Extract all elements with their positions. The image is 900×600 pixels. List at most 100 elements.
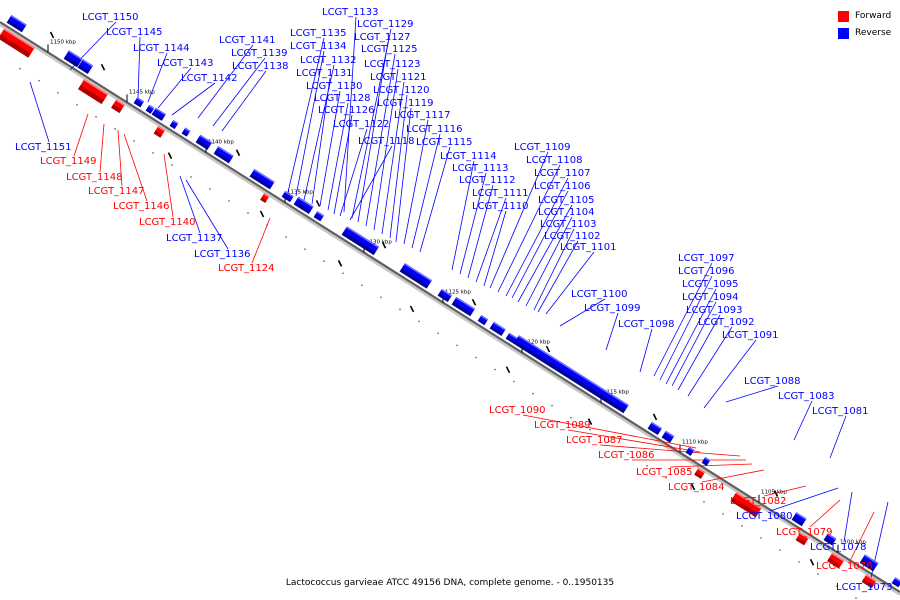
reverse-gene-feature <box>293 196 314 215</box>
reverse-gene-feature <box>151 107 167 121</box>
gene-label: LCGT_1090 <box>489 405 546 416</box>
forward-gene-feature <box>861 574 877 589</box>
axis-dash <box>409 305 415 313</box>
leader-line <box>365 53 396 227</box>
gene-label: LCGT_1095 <box>682 279 739 290</box>
reverse-gene-feature <box>6 15 27 33</box>
leader-line <box>137 36 141 99</box>
gene-label: LCGT_1141 <box>219 35 276 46</box>
leader-line <box>339 128 368 217</box>
axis-dot <box>798 561 800 563</box>
leader-line <box>357 41 389 223</box>
genome-caption: Lactococcus garvieae ATCC 49156 DNA, com… <box>285 578 615 588</box>
leader-line <box>343 16 357 213</box>
gene-label: LCGT_1142 <box>181 73 238 84</box>
leader-line <box>533 228 575 311</box>
leader-line <box>653 262 713 377</box>
gene-label: LCGT_1087 <box>566 435 623 446</box>
reverse-gene-feature <box>249 168 275 190</box>
axis-dot <box>665 476 667 479</box>
reverse-gene-feature <box>685 446 695 456</box>
axis-dash <box>167 152 173 160</box>
gene-label: LCGT_1082 <box>730 496 787 507</box>
axis-dot <box>304 248 306 251</box>
reverse-gene-feature <box>513 335 629 414</box>
axis-dot <box>19 67 21 70</box>
gene-label: LCGT_1102 <box>544 231 601 242</box>
axis-dot <box>209 188 211 190</box>
axis-dot <box>76 103 78 106</box>
leader-line <box>373 68 399 231</box>
axis-dot <box>589 428 591 431</box>
reverse-gene-feature <box>701 456 711 467</box>
gene-label: LCGT_1121 <box>370 72 427 83</box>
leader-line <box>287 37 325 193</box>
gene-label: LCGT_1111 <box>472 188 529 199</box>
axis-dot <box>684 488 686 491</box>
leader-line <box>525 216 573 307</box>
leader-line <box>703 339 757 409</box>
leader-line <box>677 314 721 391</box>
axis-dash <box>809 558 815 566</box>
scale-tick-label: 1105 kbp <box>761 490 787 496</box>
axis-dot <box>342 272 344 275</box>
gene-label: LCGT_1078 <box>810 542 867 553</box>
gene-label: LCGT_1105 <box>538 195 595 206</box>
scale-tick-label: 1140 kbp <box>208 139 234 145</box>
gene-label: LCGT_1151 <box>15 142 72 153</box>
leader-line <box>99 123 105 173</box>
leader-line <box>599 444 741 457</box>
gene-label: LCGT_1133 <box>322 7 379 18</box>
gene-label: LCGT_1139 <box>231 48 288 59</box>
gene-label: LCGT_1125 <box>361 44 418 55</box>
leader-line <box>829 415 847 459</box>
leader-line <box>843 491 853 543</box>
leader-line <box>179 175 201 234</box>
leader-line <box>559 298 606 327</box>
axis-dot <box>361 284 363 287</box>
axis-dash <box>587 418 593 426</box>
leader-line <box>459 172 487 275</box>
axis-dot <box>95 115 97 118</box>
leader-line <box>517 204 573 303</box>
axis-dot <box>152 152 154 154</box>
leader-line <box>73 113 89 157</box>
gene-label: LCGT_1100 <box>571 289 628 300</box>
scale-tick-1105: 1105 kbp <box>758 490 787 503</box>
axis-dot <box>380 296 382 299</box>
leader-line <box>669 463 753 468</box>
reverse-gene-feature <box>195 134 213 150</box>
reverse-gene-feature <box>437 288 453 303</box>
leader-line <box>185 179 229 250</box>
axis-dot <box>190 176 192 178</box>
axis-dash <box>690 483 696 491</box>
leader-line <box>725 385 779 403</box>
axis-dot <box>760 537 762 539</box>
reverse-gene-feature <box>77 59 94 75</box>
gene-label: LCGT_1081 <box>812 406 869 417</box>
gene-label: LCGT_1136 <box>194 249 251 260</box>
scale-tick-label: 1130 kbp <box>366 240 392 246</box>
reverse-gene-feature <box>451 296 476 317</box>
scale-tick-1100: 1100 kbp <box>837 540 866 553</box>
axis-dot <box>703 500 705 503</box>
scale-tick-label: 1145 kbp <box>129 89 155 95</box>
leader-line <box>411 133 441 249</box>
leader-line <box>489 151 549 289</box>
gene-label: LCGT_1115 <box>416 137 473 148</box>
leader-line <box>701 469 765 483</box>
gene-label: LCGT_1147 <box>88 186 145 197</box>
leader-line <box>319 90 341 207</box>
gene-label: LCGT_1117 <box>394 110 451 121</box>
scale-tick-label: 1135 kbp <box>287 190 313 196</box>
reverse-gene-feature <box>341 226 380 256</box>
reverse-gene-feature <box>647 421 663 436</box>
leader-line <box>467 184 494 279</box>
leader-line <box>327 102 349 211</box>
gene-label: LCGT_1112 <box>459 175 516 186</box>
axis-dash <box>315 200 321 207</box>
reverse-gene-feature <box>281 190 294 203</box>
reverse-swatch <box>838 27 849 39</box>
gene-label: LCGT_1137 <box>166 233 223 244</box>
